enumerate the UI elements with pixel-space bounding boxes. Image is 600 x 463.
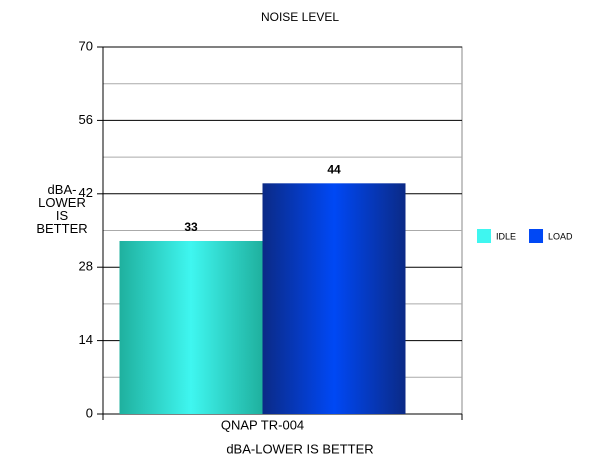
y-tick-label: 56 bbox=[79, 112, 93, 127]
legend-swatch bbox=[529, 229, 544, 243]
legend-swatch bbox=[477, 229, 491, 243]
y-axis-label: BETTER bbox=[36, 221, 87, 236]
y-axis-label: IS bbox=[56, 208, 69, 223]
y-tick-label: 42 bbox=[79, 185, 93, 200]
chart-title: NOISE LEVEL bbox=[261, 10, 339, 24]
legend-label: IDLE bbox=[496, 231, 516, 241]
y-tick-label: 28 bbox=[79, 259, 93, 274]
value-label: 33 bbox=[184, 220, 198, 234]
y-tick-label: 0 bbox=[86, 405, 93, 420]
legend-label: LOAD bbox=[548, 231, 573, 241]
bar bbox=[262, 183, 406, 414]
y-axis-label: LOWER bbox=[38, 195, 86, 210]
bar bbox=[119, 240, 263, 414]
x-axis-label: dBA-LOWER IS BETTER bbox=[226, 441, 373, 456]
y-tick-label: 70 bbox=[79, 38, 93, 53]
x-tick-label: QNAP TR-004 bbox=[221, 417, 304, 432]
value-label: 44 bbox=[327, 162, 341, 176]
y-tick-label: 14 bbox=[79, 332, 93, 347]
y-axis-label: dBA- bbox=[48, 182, 77, 197]
